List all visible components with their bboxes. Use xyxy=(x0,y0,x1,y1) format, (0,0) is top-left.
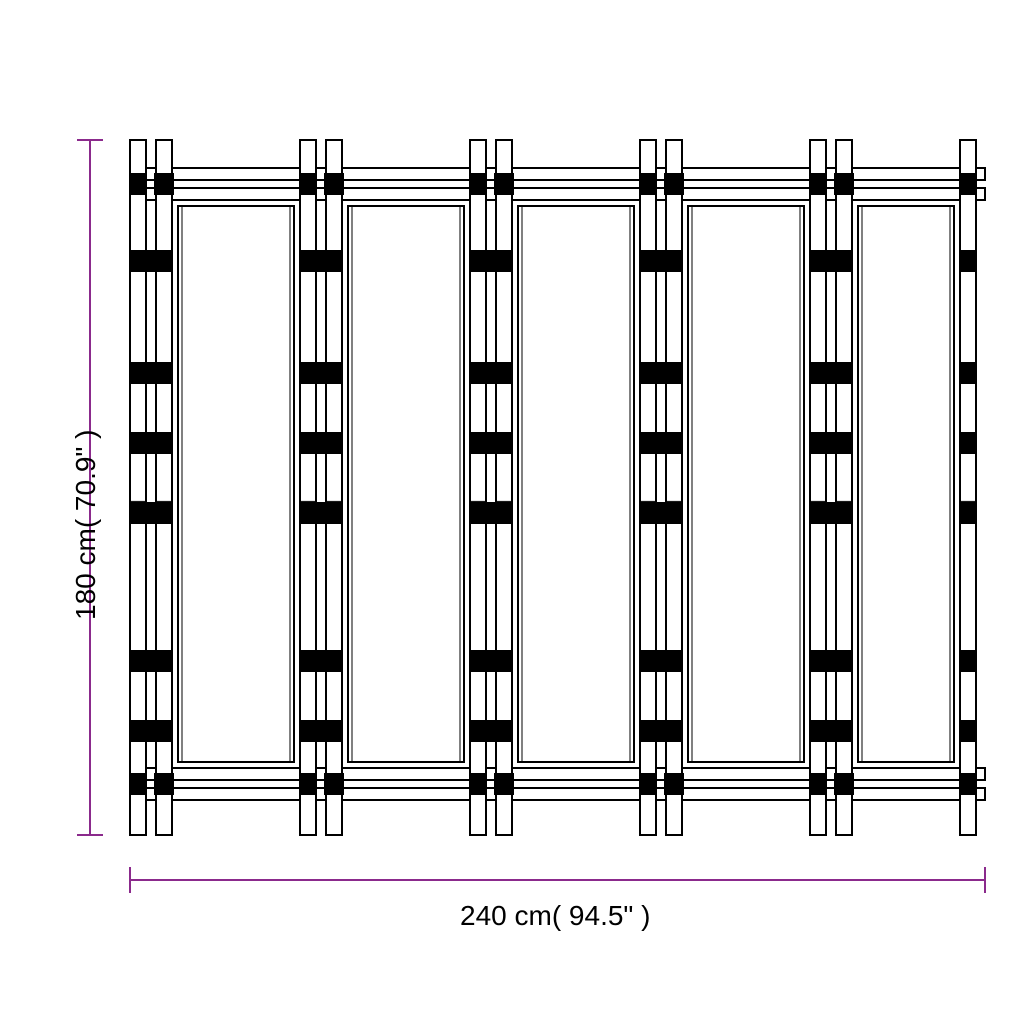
diagram-stage: 180 cm( 70.9" ) 240 cm( 94.5" ) xyxy=(0,0,1024,1024)
height-dimension-label: 180 cm( 70.9" ) xyxy=(70,430,102,620)
width-dimension-label: 240 cm( 94.5" ) xyxy=(460,900,650,932)
diagram-svg xyxy=(0,0,1024,1024)
